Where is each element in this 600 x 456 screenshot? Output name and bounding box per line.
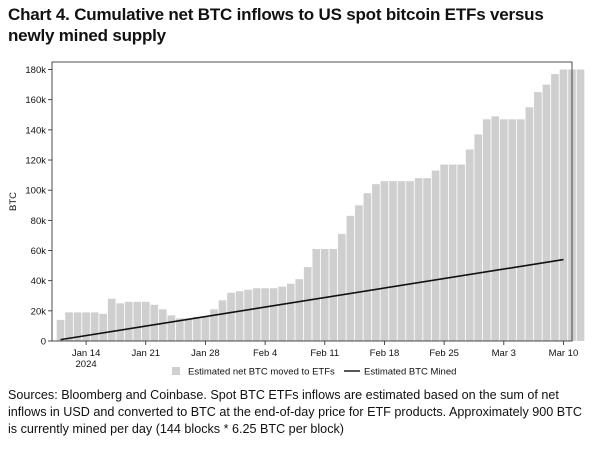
bar	[406, 181, 414, 341]
bar	[338, 233, 346, 341]
bar	[397, 181, 406, 341]
bar	[235, 291, 244, 341]
bar	[525, 107, 534, 341]
bar	[82, 312, 90, 341]
bar	[167, 315, 176, 341]
bar	[312, 249, 321, 341]
bar	[440, 164, 448, 341]
bar	[576, 69, 585, 341]
y-tick-label: 80k	[31, 216, 47, 227]
y-axis: 0 20k 40k 60k 80k 100k 120k 140k 160k 180k	[25, 65, 52, 348]
bar	[380, 181, 389, 341]
y-tick-label: 40k	[31, 276, 47, 287]
bar	[329, 249, 338, 341]
bar	[372, 184, 380, 341]
bar	[534, 92, 542, 341]
bar	[261, 288, 269, 341]
y-tick-label: 140k	[25, 125, 46, 136]
chart: 0 20k 40k 60k 80k 100k 120k 140k 160k 180k Jan 14…	[8, 61, 585, 378]
bar	[431, 170, 440, 341]
legend: Estimated net BTC moved to ETFs Estimate…	[172, 367, 456, 378]
plot-frame	[51, 61, 573, 342]
x-tick-label: Jan 28	[191, 348, 220, 359]
bar	[542, 84, 551, 341]
bar	[107, 298, 116, 341]
bar	[201, 316, 210, 341]
bar	[320, 249, 329, 341]
y-tick-label: 180k	[25, 65, 46, 76]
bar	[508, 119, 517, 341]
y-tick-label: 120k	[25, 156, 46, 167]
y-tick-label: 20k	[31, 306, 47, 317]
bar	[355, 205, 363, 341]
bar	[491, 116, 500, 341]
x-tick-label: Feb 4	[253, 348, 277, 359]
y-tick-label: 0	[41, 337, 46, 348]
x-tick-label: Jan 21	[132, 348, 161, 359]
bar	[65, 312, 73, 341]
chart-title: Chart 4. Cumulative net BTC inflows to U…	[8, 5, 544, 45]
y-axis-label: BTC	[8, 192, 19, 211]
bar	[193, 316, 201, 341]
bar	[227, 292, 235, 341]
y-tick-label: 160k	[25, 95, 46, 106]
bar	[303, 267, 312, 341]
legend-label-etf: Estimated net BTC moved to ETFs	[188, 367, 335, 378]
legend-label-mined: Estimated BTC Mined	[364, 367, 456, 378]
x-tick-label: Mar 3	[492, 348, 516, 359]
bar	[363, 193, 372, 341]
bar	[158, 309, 167, 341]
y-tick-label: 60k	[31, 246, 47, 257]
bar	[286, 283, 295, 341]
bar	[141, 301, 150, 341]
x-tick-sublabel: 2024	[76, 359, 97, 370]
x-tick-label: Mar 10	[549, 348, 579, 359]
bar	[295, 279, 304, 341]
legend-swatch-etf	[172, 367, 180, 375]
bar	[465, 149, 474, 341]
bar	[346, 215, 355, 341]
bar	[116, 303, 125, 341]
mined-series	[60, 258, 564, 341]
x-tick-label: Feb 25	[429, 348, 459, 359]
bar	[210, 309, 218, 341]
bar	[184, 318, 193, 341]
mined-line	[60, 258, 564, 341]
bar	[90, 312, 99, 341]
bar	[218, 300, 227, 341]
x-tick-label: Jan 14	[72, 348, 101, 359]
bar	[150, 304, 159, 341]
x-tick-label: Feb 18	[370, 348, 400, 359]
x-tick-label: Feb 11	[310, 348, 339, 359]
bar	[269, 288, 278, 341]
bar	[244, 289, 252, 341]
bar	[124, 301, 133, 341]
bar-series	[56, 69, 585, 341]
bar	[252, 288, 261, 341]
bar	[559, 69, 568, 341]
bar	[457, 164, 466, 341]
bar	[423, 178, 431, 341]
y-tick-label: 100k	[25, 186, 46, 197]
bar	[499, 119, 508, 341]
bar	[448, 164, 457, 341]
bar	[56, 319, 65, 341]
bar	[482, 119, 491, 341]
bar	[99, 313, 107, 341]
bar	[414, 178, 423, 341]
bar	[551, 74, 559, 341]
bar	[176, 318, 184, 341]
bar	[73, 312, 82, 341]
bar	[474, 134, 483, 341]
source-note: Sources: Bloomberg and Coinbase. Spot BT…	[8, 388, 582, 436]
bar	[517, 119, 525, 341]
bar	[133, 301, 142, 341]
bar	[278, 286, 286, 341]
bar	[389, 181, 397, 341]
